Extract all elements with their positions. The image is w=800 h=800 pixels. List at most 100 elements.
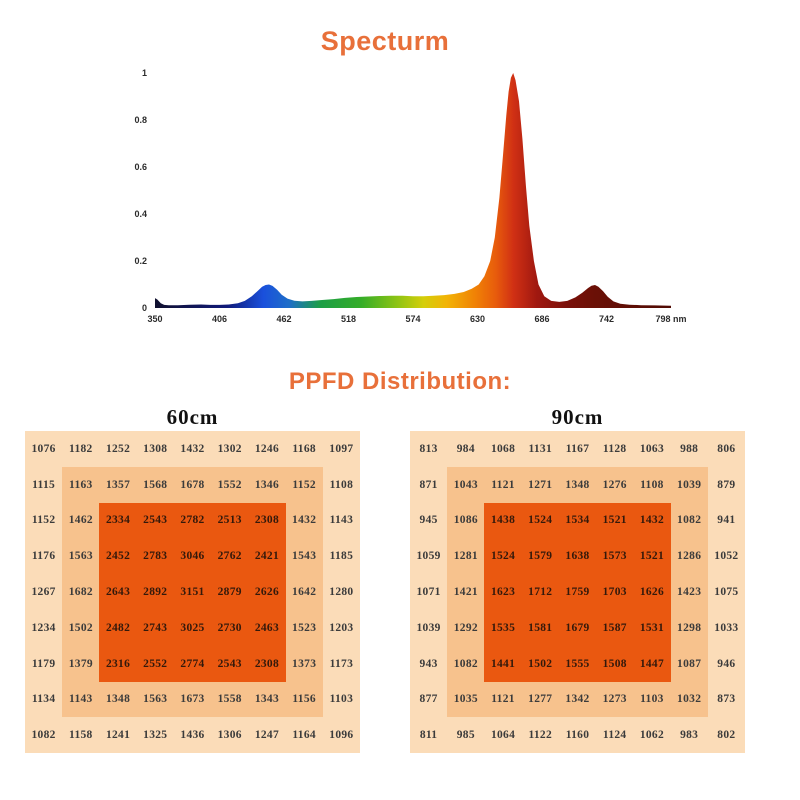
ppfd-cell: 1638 — [558, 538, 597, 575]
ppfd-cell: 1087 — [670, 645, 708, 682]
y-axis-tick: 0.4 — [134, 209, 147, 219]
ppfd-cell: 2643 — [99, 574, 137, 610]
ppfd-cell: 3025 — [173, 609, 212, 646]
ppfd-cell: 1524 — [521, 502, 559, 539]
ppfd-cell: 1086 — [447, 502, 485, 539]
ppfd-cell: 1682 — [62, 574, 100, 610]
ppfd-cell: 1039 — [670, 466, 708, 503]
ppfd-cell: 1552 — [211, 466, 249, 503]
ppfd-cell: 3046 — [173, 538, 212, 575]
ppfd-cell: 1563 — [62, 538, 100, 575]
ppfd-cell: 1059 — [410, 538, 448, 575]
ppfd-cell: 1581 — [521, 609, 559, 646]
ppfd-cell: 1508 — [596, 645, 634, 682]
ppfd-cell: 1152 — [25, 502, 63, 539]
ppfd-cell: 2626 — [248, 574, 286, 610]
ppfd-cell: 1163 — [62, 466, 100, 503]
ppfd-cell: 1673 — [173, 681, 212, 718]
ppfd-cell: 1134 — [25, 681, 63, 718]
ppfd-cell: 1158 — [62, 717, 100, 754]
ppfd-cell: 1308 — [136, 431, 174, 467]
ppfd-cell: 1103 — [322, 681, 360, 718]
ppfd-cell: 1286 — [670, 538, 708, 575]
ppfd-cell: 1121 — [484, 681, 522, 718]
ppfd-cell: 1247 — [248, 717, 286, 754]
ppfd-cell: 2762 — [211, 538, 249, 575]
ppfd-cell: 1678 — [173, 466, 212, 503]
ppfd-cell: 1173 — [322, 645, 360, 682]
ppfd-cell: 811 — [410, 717, 448, 754]
spectrum-title: Specturm — [320, 26, 450, 56]
ppfd-cell: 1131 — [521, 431, 559, 467]
ppfd-cell: 1521 — [596, 502, 634, 539]
ppfd-cell: 2308 — [248, 645, 286, 682]
ppfd-cell: 2774 — [173, 645, 212, 682]
ppfd-cell: 1164 — [285, 717, 323, 754]
ppfd-cell: 1343 — [248, 681, 286, 718]
ppfd-cell: 1502 — [521, 645, 559, 682]
ppfd-cell: 1555 — [558, 645, 597, 682]
x-axis-tick: 742 — [599, 314, 614, 324]
ppfd-cell: 2308 — [248, 502, 286, 539]
ppfd-cell: 1128 — [596, 431, 634, 467]
ppfd-cell: 1379 — [62, 645, 100, 682]
ppfd-cell: 984 — [447, 431, 485, 467]
ppfd-cell: 983 — [670, 717, 708, 754]
ppfd-cell: 1679 — [558, 609, 597, 646]
ppfd-cell: 1712 — [521, 574, 559, 610]
ppfd-cell: 1267 — [25, 574, 63, 610]
ppfd-cell: 1122 — [521, 717, 559, 754]
ppfd-cell: 1108 — [633, 466, 671, 503]
x-axis-tick: 686 — [534, 314, 549, 324]
ppfd-cell: 1462 — [62, 502, 100, 539]
ppfd-cell: 1182 — [62, 431, 100, 467]
ppfd-cell: 1246 — [248, 431, 286, 467]
ppfd-cell: 1432 — [173, 431, 212, 467]
ppfd-title: PPFD Distribution: — [288, 368, 512, 395]
ppfd-cell: 2783 — [136, 538, 174, 575]
ppfd-cell: 806 — [707, 431, 745, 467]
ppfd-cell: 1234 — [25, 609, 63, 646]
ppfd-table-title-90cm: 90cm — [551, 405, 604, 429]
ppfd-cell: 1543 — [285, 538, 323, 575]
ppfd-cell: 2334 — [99, 502, 137, 539]
ppfd-cell: 1521 — [633, 538, 671, 575]
ppfd-cell: 1068 — [484, 431, 522, 467]
ppfd-cell: 946 — [707, 645, 745, 682]
ppfd-cell: 1558 — [211, 681, 249, 718]
ppfd-cell: 1121 — [484, 466, 522, 503]
ppfd-cell: 1156 — [285, 681, 323, 718]
ppfd-cell: 1082 — [25, 717, 63, 754]
ppfd-cell: 1033 — [707, 609, 745, 646]
ppfd-cell: 1271 — [521, 466, 559, 503]
ppfd-cell: 1075 — [707, 574, 745, 610]
ppfd-cell: 2552 — [136, 645, 174, 682]
ppfd-cell: 1441 — [484, 645, 522, 682]
ppfd-cell: 1097 — [322, 431, 360, 467]
ppfd-cell: 2743 — [136, 609, 174, 646]
y-axis-tick: 0.8 — [134, 115, 147, 125]
ppfd-cell: 1524 — [484, 538, 522, 575]
ppfd-cell: 1167 — [558, 431, 597, 467]
ppfd-cell: 1703 — [596, 574, 634, 610]
ppfd-cell: 3151 — [173, 574, 212, 610]
ppfd-cell: 1062 — [633, 717, 671, 754]
x-axis-tick: 462 — [276, 314, 291, 324]
ppfd-cell: 1076 — [25, 431, 63, 467]
ppfd-table-title-60cm: 60cm — [166, 405, 219, 429]
ppfd-cell: 1160 — [558, 717, 597, 754]
ppfd-cell: 1276 — [596, 466, 634, 503]
ppfd-cell: 1587 — [596, 609, 634, 646]
ppfd-cell: 877 — [410, 681, 448, 718]
ppfd-cell: 2892 — [136, 574, 174, 610]
ppfd-cell: 1502 — [62, 609, 100, 646]
y-axis-tick: 0.2 — [134, 256, 147, 266]
ppfd-cell: 1421 — [447, 574, 485, 610]
ppfd-cell: 2452 — [99, 538, 137, 575]
ppfd-cell: 1346 — [248, 466, 286, 503]
ppfd-cell: 1103 — [633, 681, 671, 718]
ppfd-cell: 1082 — [447, 645, 485, 682]
ppfd-cell: 1642 — [285, 574, 323, 610]
ppfd-cell: 1082 — [670, 502, 708, 539]
ppfd-cell: 813 — [410, 431, 448, 467]
